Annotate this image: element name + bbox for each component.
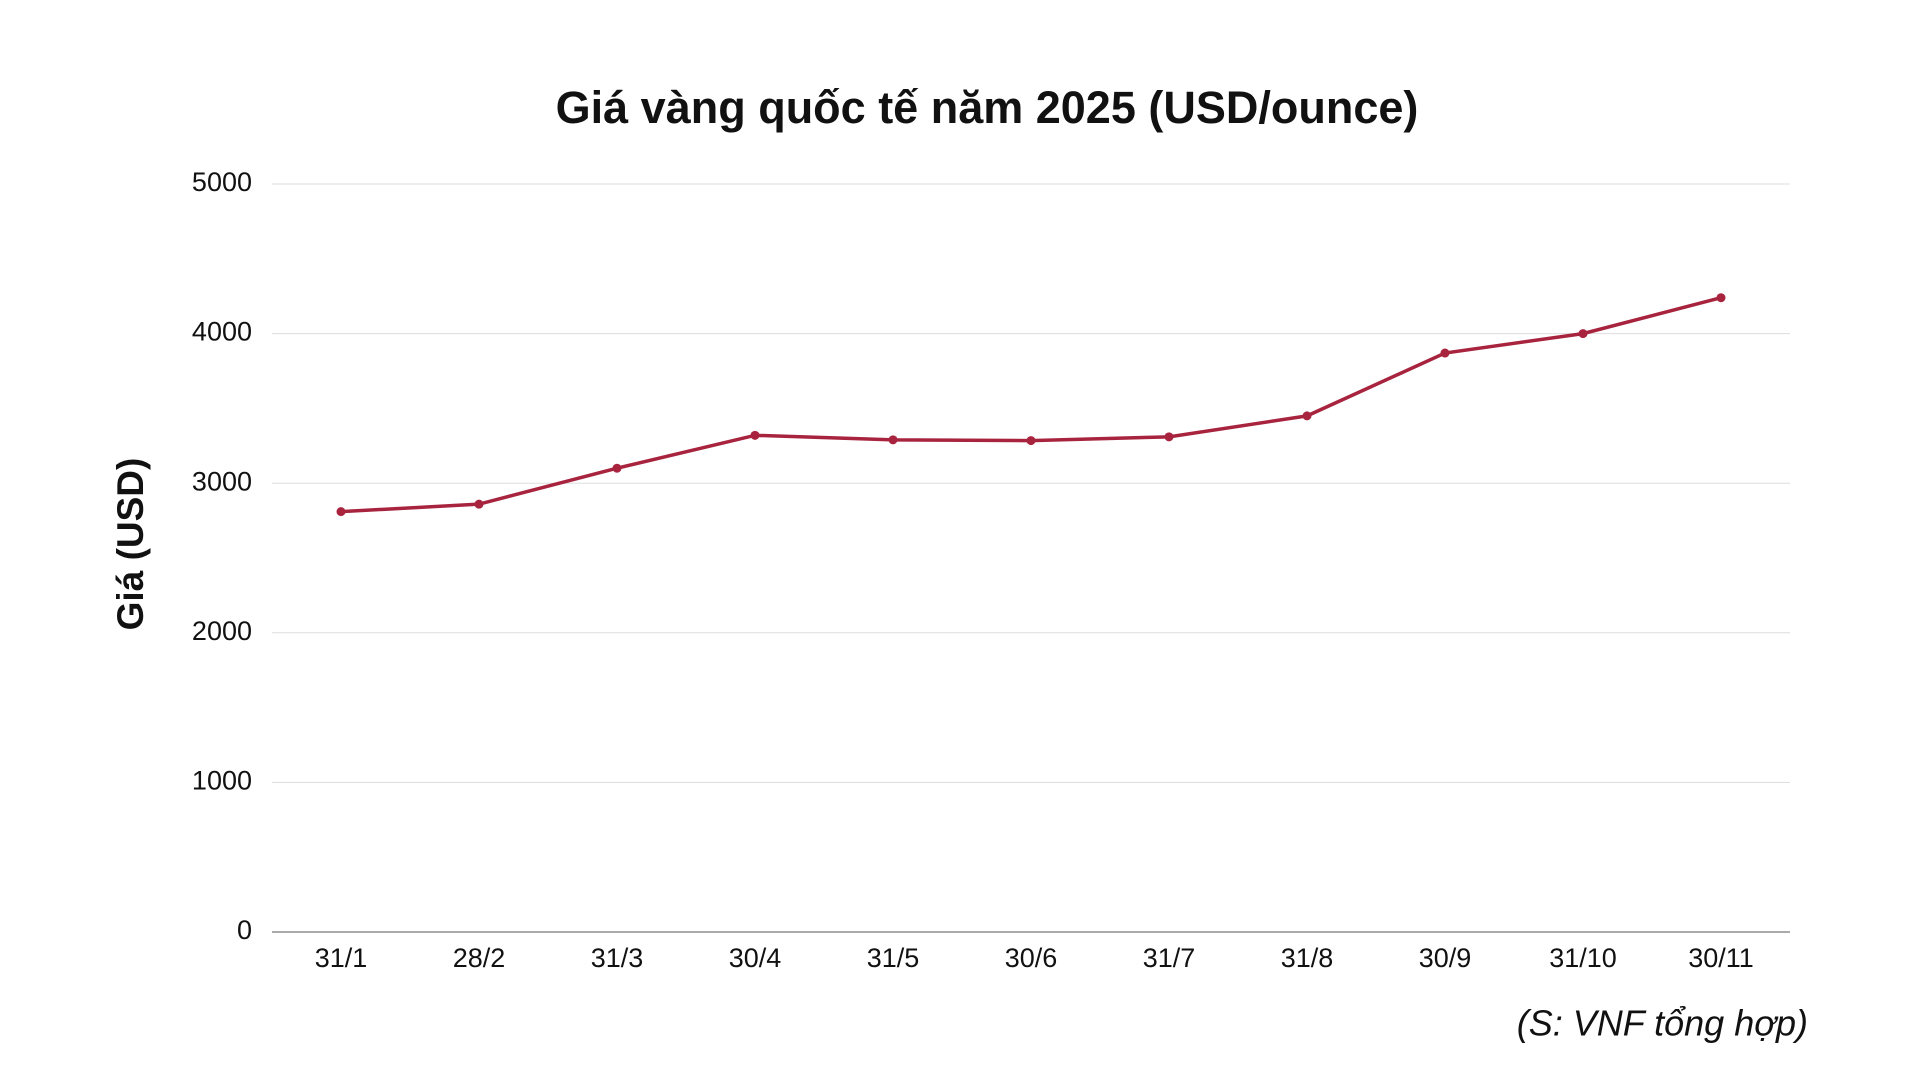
y-tick-label: 1000 — [192, 766, 252, 796]
x-tick-label: 31/10 — [1549, 943, 1617, 973]
y-axis-label: Giá (USD) — [110, 458, 151, 631]
x-tick-label: 31/1 — [315, 943, 368, 973]
data-point — [336, 507, 346, 517]
source-note: (S: VNF tổng hợp) — [1517, 1003, 1808, 1044]
y-tick-label: 2000 — [192, 616, 252, 646]
data-point — [612, 463, 622, 473]
data-point — [1716, 293, 1726, 303]
data-point — [1302, 411, 1312, 421]
data-point — [1026, 436, 1036, 446]
x-tick-label: 31/7 — [1143, 943, 1196, 973]
chart-title: Giá vàng quốc tế năm 2025 (USD/ounce) — [556, 82, 1419, 133]
y-tick-label: 4000 — [192, 317, 252, 347]
x-tick-label: 30/9 — [1419, 943, 1472, 973]
y-tick-label: 5000 — [192, 167, 252, 197]
data-point — [750, 430, 760, 440]
line-series — [340, 296, 1722, 514]
x-tick-label: 28/2 — [453, 943, 506, 973]
data-point — [1578, 329, 1588, 339]
x-tick-label: 31/3 — [591, 943, 644, 973]
y-tick-label: 3000 — [192, 466, 252, 496]
data-point — [474, 499, 484, 509]
x-tick-label: 31/8 — [1281, 943, 1334, 973]
x-tick-label: 30/6 — [1005, 943, 1058, 973]
x-tick-label: 30/4 — [729, 943, 782, 973]
x-tick-label: 31/5 — [867, 943, 920, 973]
x-tick-label: 30/11 — [1688, 943, 1754, 973]
data-point — [1164, 432, 1174, 442]
data-point — [888, 435, 898, 445]
y-tick-label: 0 — [237, 915, 252, 945]
data-point — [1440, 348, 1450, 358]
